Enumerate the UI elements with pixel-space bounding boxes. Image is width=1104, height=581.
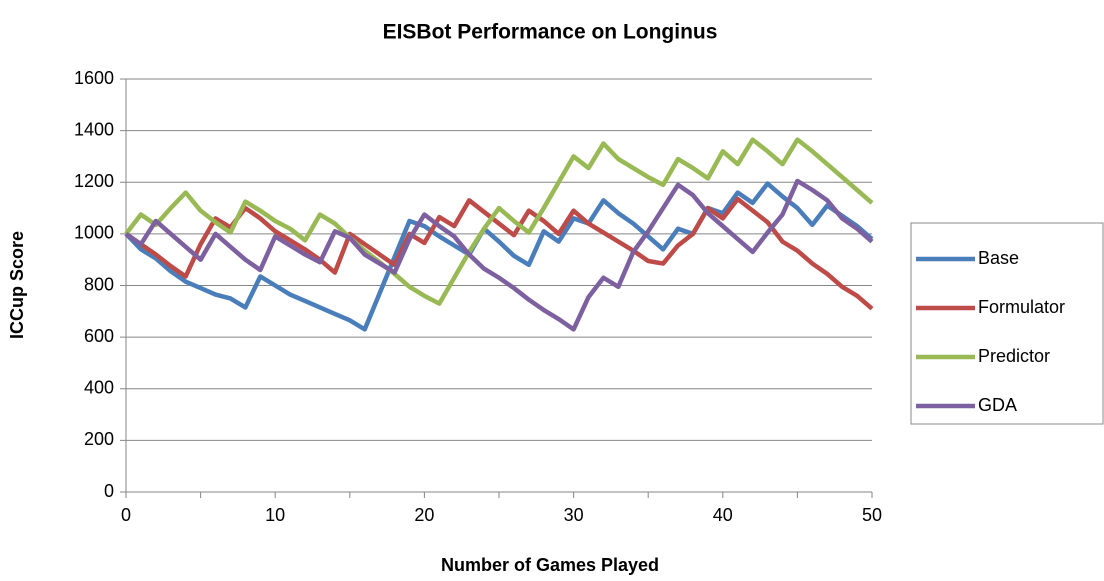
y-tick-label: 800 [84,274,114,294]
y-tick-label: 1000 [74,223,114,243]
x-tick-label: 20 [414,505,434,525]
series-line [124,181,874,332]
x-tick-label: 30 [564,505,584,525]
legend-box [910,222,1104,425]
legend-label: Formulator [978,297,1065,317]
y-tick-label: 1200 [74,171,114,191]
y-tick-label: 1600 [74,68,114,88]
legend-label: Base [978,248,1019,268]
series-line [124,178,874,332]
chart-title: EISBot Performance on Longinus [383,21,718,44]
x-tick-label: 50 [862,505,882,525]
legend-label: Predictor [978,346,1050,366]
series-line [124,137,874,306]
y-tick-label: 400 [84,378,114,398]
x-tick-label: 0 [121,505,131,525]
x-tick-label: 10 [265,505,285,525]
y-axis-label: ICCup Score [7,231,27,339]
y-tick-label: 200 [84,429,114,449]
legend-label: GDA [978,395,1017,415]
x-tick-label: 40 [713,505,733,525]
y-tick-label: 0 [104,481,114,501]
y-tick-label: 1400 [74,119,114,139]
series-line [124,196,874,311]
y-tick-label: 600 [84,326,114,346]
x-axis-label: Number of Games Played [441,555,659,575]
